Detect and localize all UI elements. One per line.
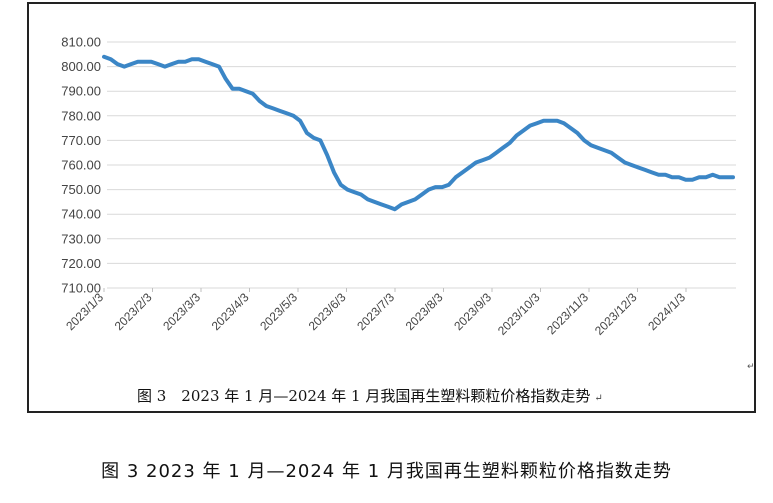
x-tick-label: 2023/3/3	[160, 290, 203, 333]
outer-figure-caption: 图 3 2023 年 1 月—2024 年 1 月我国再生塑料颗粒价格指数走势	[101, 461, 672, 482]
y-tick-label: 710.00	[61, 281, 101, 296]
y-tick-label: 760.00	[61, 158, 101, 173]
x-tick-label: 2023/1/3	[63, 290, 106, 333]
y-tick-label: 740.00	[61, 207, 101, 222]
x-tick-label: 2023/5/3	[257, 290, 300, 333]
y-tick-label: 780.00	[61, 108, 101, 123]
x-tick-label: 2023/4/3	[209, 290, 252, 333]
y-tick-label: 750.00	[61, 182, 101, 197]
y-tick-label: 790.00	[61, 84, 101, 99]
x-tick-label: 2023/2/3	[112, 290, 155, 333]
x-tick-label: 2024/1/3	[645, 290, 688, 333]
y-axis-tick-labels: 810.00 800.00 790.00 780.00 770.00 760.00 750.…	[61, 35, 101, 296]
y-tick-label: 720.00	[61, 256, 101, 271]
y-tick-label: 770.00	[61, 133, 101, 148]
corner-return-mark: ↵	[747, 362, 755, 372]
x-tick-label: 2023/7/3	[354, 290, 397, 333]
price-index-line-chart: 810.00 800.00 790.00 780.00 770.00 760.00 750.…	[61, 35, 736, 338]
gridlines	[103, 41, 736, 292]
x-tick-label: 2023/8/3	[403, 290, 446, 333]
y-tick-label: 800.00	[61, 59, 101, 74]
inner-figure-caption: 图 3 2023 年 1 月—2024 年 1 月我国再生塑料颗粒价格指数走势 ↵	[137, 385, 603, 406]
series-line-layer	[102, 54, 735, 212]
inner-caption-text: 图 3 2023 年 1 月—2024 年 1 月我国再生塑料颗粒价格指数走势	[137, 387, 591, 405]
return-mark: ↵	[594, 393, 603, 404]
x-tick-label: 2023/9/3	[451, 290, 494, 333]
y-tick-label: 810.00	[61, 35, 101, 50]
x-tick-label: 2023/10/3	[495, 290, 543, 338]
chart-frame: 810.00 800.00 790.00 780.00 770.00 760.00 750.…	[27, 2, 756, 413]
y-tick-label: 730.00	[61, 231, 101, 246]
x-tick-label: 2023/6/3	[306, 290, 349, 333]
x-axis-tick-labels: 2023/1/3 2023/2/3 2023/3/3 2023/4/3 2023/5/3…	[63, 290, 688, 338]
series-line	[102, 54, 735, 212]
x-tick-label: 2023/12/3	[592, 290, 640, 338]
x-tick-label: 2023/11/3	[544, 290, 591, 337]
